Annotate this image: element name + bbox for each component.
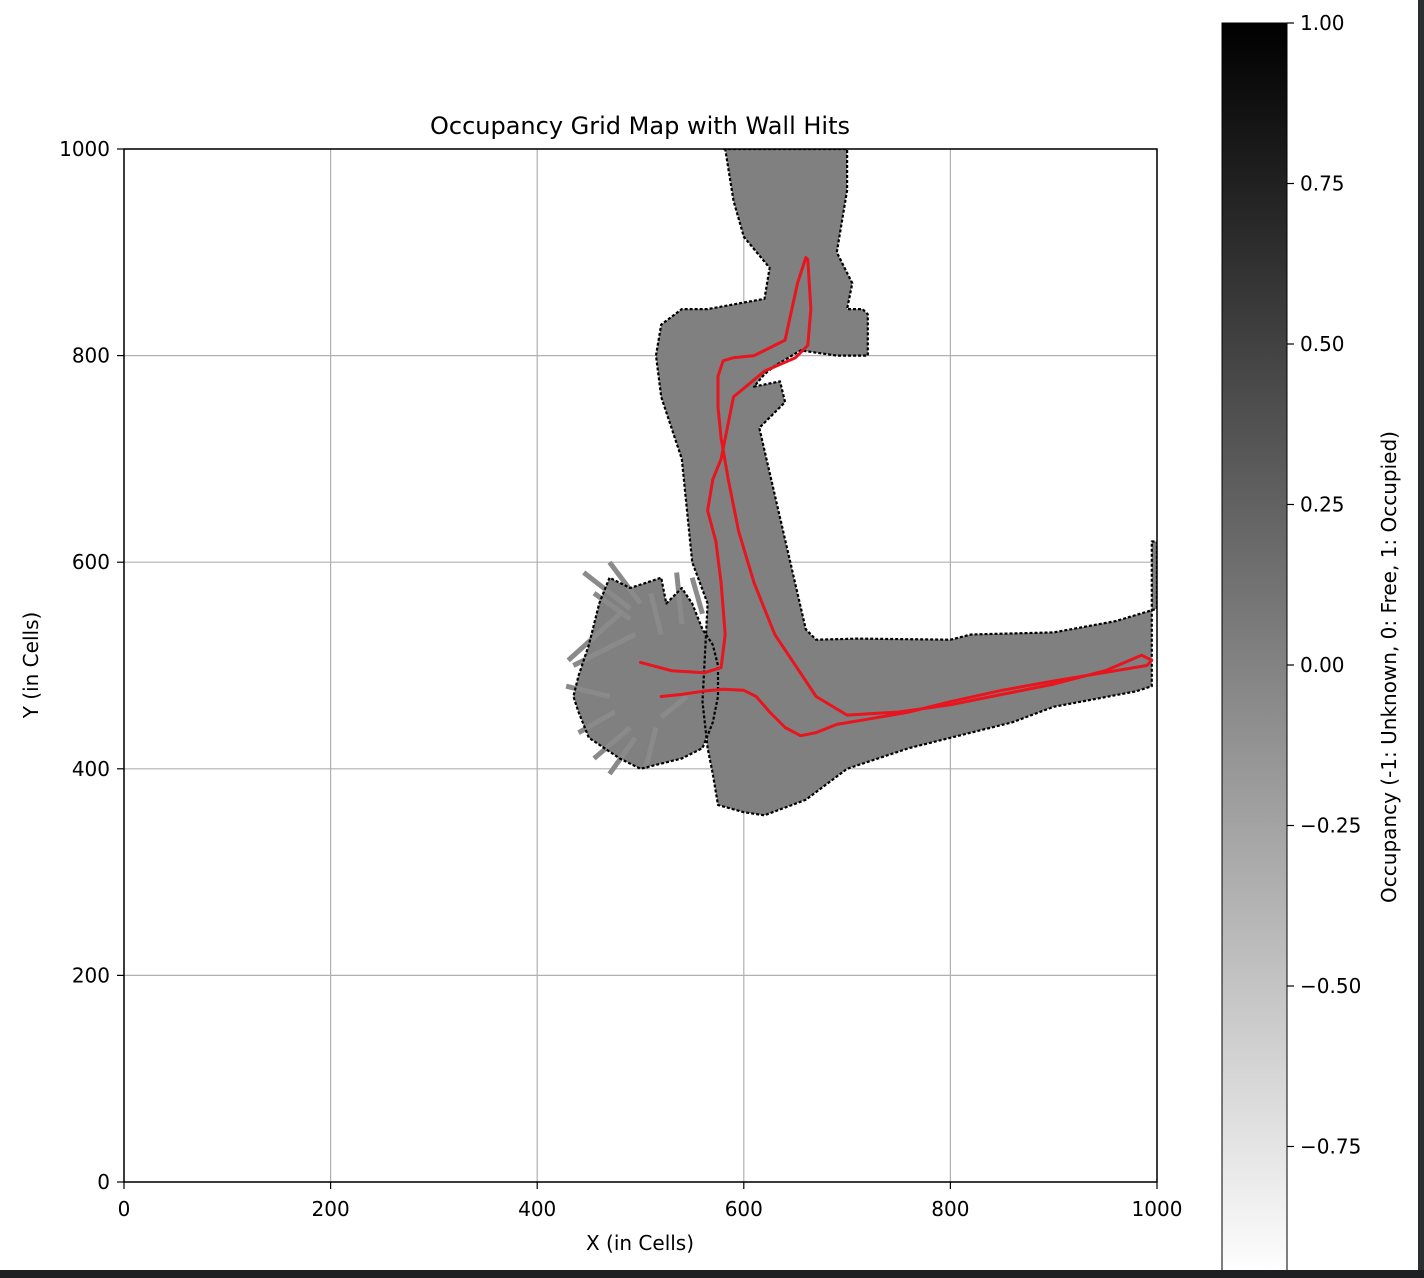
y-axis-label: Y (in Cells) xyxy=(19,612,43,720)
chart-title: Occupancy Grid Map with Wall Hits xyxy=(430,112,850,140)
y-axis-ticks: 0 200 400 600 800 1000 xyxy=(59,137,124,1194)
plot-frame xyxy=(123,148,1158,1183)
wall-hits-1 xyxy=(572,576,720,770)
x-tick-label: 600 xyxy=(725,1197,763,1221)
scan-ray-7 xyxy=(592,591,632,622)
x-tick-label: 1000 xyxy=(1132,1197,1183,1221)
colorbar-ticks: 1.00 0.75 0.50 0.25 0.00 −0.25 −0.50 −0.75 xyxy=(1287,11,1361,1159)
trajectory-line xyxy=(639,256,1154,738)
wall-hits-0 xyxy=(654,149,1157,817)
scan-ray-13 xyxy=(659,694,689,720)
trajectory-layer xyxy=(639,256,1154,738)
y-tick-label: 400 xyxy=(72,757,110,781)
grid-lines xyxy=(123,148,1158,1183)
y-tick-label: 0 xyxy=(97,1170,110,1194)
plot-area: 0 200 400 600 800 1000 0 200 400 600 800 1000 xyxy=(59,137,1182,1221)
scan-ray-10 xyxy=(648,592,664,636)
colorbar-tick-label: −0.25 xyxy=(1300,814,1361,838)
occupancy-map xyxy=(565,149,1157,817)
x-tick-label: 200 xyxy=(312,1197,350,1221)
x-tick-label: 0 xyxy=(118,1197,131,1221)
colorbar: 1.00 0.75 0.50 0.25 0.00 −0.25 −0.50 −0.75 Occu… xyxy=(1221,11,1401,1278)
window-edge xyxy=(1418,0,1424,1270)
x-tick-label: 800 xyxy=(931,1197,969,1221)
scan-ray-8 xyxy=(582,570,632,611)
y-tick-label: 600 xyxy=(72,550,110,574)
free-region-0 xyxy=(656,149,1157,816)
y-tick-label: 1000 xyxy=(59,137,110,161)
scan-ray-4 xyxy=(592,725,632,761)
scan-ray-9 xyxy=(607,560,643,606)
colorbar-tick-label: 0.00 xyxy=(1300,653,1345,677)
scan-ray-0 xyxy=(566,611,622,663)
window-bottom-bar xyxy=(0,1270,1424,1278)
colorbar-tick-label: −0.50 xyxy=(1300,974,1361,998)
colorbar-label: Occupancy (-1: Unknown, 0: Free, 1: Occu… xyxy=(1377,431,1401,903)
y-tick-label: 800 xyxy=(72,344,110,368)
colorbar-tick-label: 0.75 xyxy=(1300,172,1345,196)
colorbar-gradient xyxy=(1221,22,1288,1278)
colorbar-tick-label: 0.25 xyxy=(1300,493,1345,517)
scan-ray-3 xyxy=(577,709,616,735)
y-tick-label: 200 xyxy=(72,963,110,987)
scan-ray-11 xyxy=(674,572,685,625)
scan-ray-12 xyxy=(689,577,705,615)
scan-ray-5 xyxy=(607,736,638,776)
colorbar-tick-label: 1.00 xyxy=(1300,11,1345,35)
x-axis-ticks: 0 200 400 600 800 1000 xyxy=(118,1182,1183,1221)
x-axis-label: X (in Cells) xyxy=(586,1231,694,1255)
scan-ray-6 xyxy=(643,726,659,770)
colorbar-tick-label: −0.75 xyxy=(1300,1135,1361,1159)
colorbar-tick-label: 0.50 xyxy=(1300,332,1345,356)
scan-ray-2 xyxy=(565,683,611,699)
x-tick-label: 400 xyxy=(518,1197,556,1221)
